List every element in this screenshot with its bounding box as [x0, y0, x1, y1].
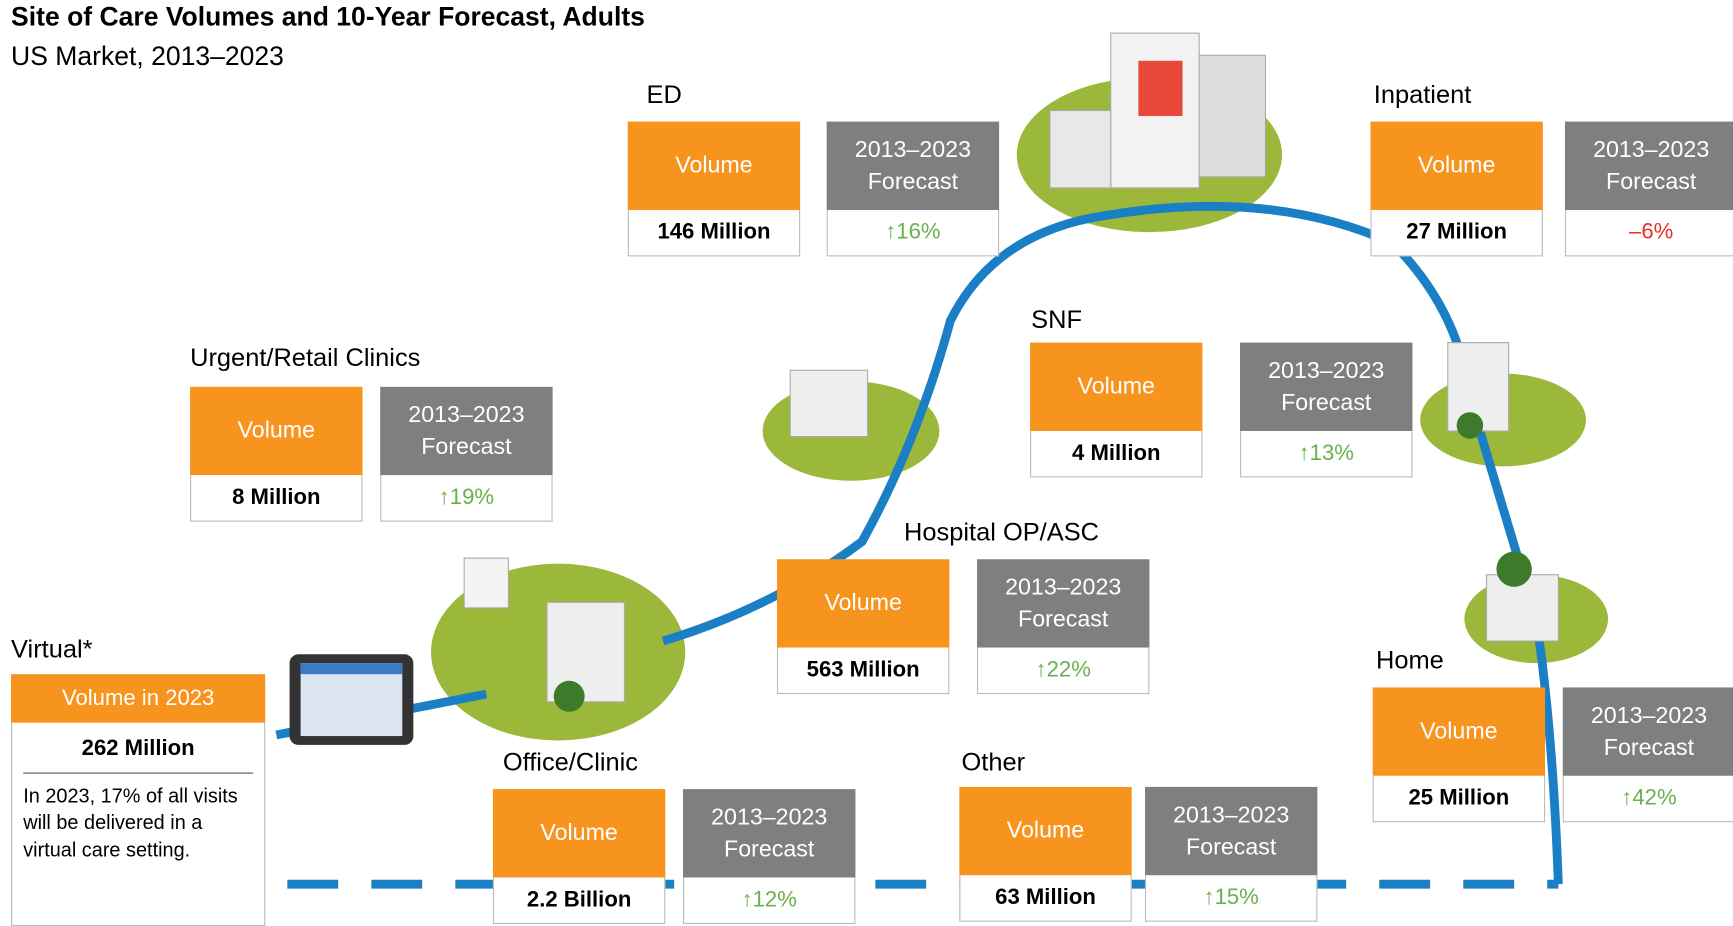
forecast-label: 2013–2023 Forecast	[683, 789, 856, 878]
forecast-value: –6%	[1564, 209, 1733, 257]
hospital-sign	[1138, 60, 1183, 117]
forecast-value: ↑19%	[380, 475, 553, 522]
tree	[553, 680, 585, 712]
forecast-label: 2013–2023 Forecast	[976, 559, 1150, 648]
volume-box: Volume 2.2 Billion	[492, 789, 666, 924]
subtitle: US Market, 2013–2023	[11, 41, 284, 72]
forecast-label: 2013–2023 Forecast	[1564, 121, 1733, 210]
volume-value: 563 Million	[776, 647, 950, 695]
volume-box: Volume 27 Million	[1370, 121, 1543, 257]
forecast-label: 2013–2023 Forecast	[826, 121, 1000, 210]
house	[1485, 574, 1559, 642]
volume-box: Volume 4 Million	[1030, 342, 1203, 478]
site-label: Other	[961, 747, 1026, 776]
forecast-box: 2013–2023 Forecast ↑42%	[1562, 687, 1733, 823]
forecast-box: 2013–2023 Forecast ↑19%	[380, 386, 553, 522]
forecast-box: 2013–2023 Forecast ↑22%	[976, 559, 1150, 695]
virtual-box: Volume in 2023 262 Million In 2023, 17% of…	[11, 674, 266, 926]
volume-box: Volume 146 Million	[627, 121, 801, 257]
volume-box: Volume 8 Million	[190, 386, 363, 522]
forecast-value: ↑22%	[976, 647, 1150, 695]
site-label: ED	[646, 79, 682, 109]
site-label: Virtual*	[11, 634, 93, 664]
forecast-box: 2013–2023 Forecast ↑16%	[826, 121, 1000, 257]
site-label: Urgent/Retail Clinics	[190, 342, 421, 372]
hospital-wing	[1049, 109, 1112, 189]
forecast-label: 2013–2023 Forecast	[380, 386, 553, 476]
volume-label: Volume	[627, 121, 801, 210]
tree	[1456, 412, 1484, 439]
tablet	[289, 654, 414, 745]
forecast-box: 2013–2023 Forecast ↑15%	[1144, 786, 1318, 922]
volume-box: Volume 563 Million	[776, 559, 950, 695]
forecast-value: ↑12%	[683, 877, 856, 924]
volume-value: 146 Million	[627, 209, 801, 257]
volume-label: Volume in 2023	[11, 674, 266, 723]
building	[789, 369, 869, 438]
title: Site of Care Volumes and 10-Year Forecas…	[11, 2, 645, 33]
volume-label: Volume	[959, 786, 1132, 876]
site-label: SNF	[1031, 305, 1082, 334]
forecast-label: 2013–2023 Forecast	[1144, 786, 1318, 876]
volume-label: Volume	[1030, 342, 1203, 432]
virtual-note: In 2023, 17% of all visits will be deliv…	[23, 784, 238, 861]
volume-label: Volume	[1370, 121, 1543, 210]
volume-label: Volume	[1372, 687, 1546, 776]
forecast-label: 2013–2023 Forecast	[1240, 342, 1413, 432]
site-label: Hospital OP/ASC	[904, 517, 1100, 546]
forecast-label: 2013–2023 Forecast	[1562, 687, 1733, 776]
volume-value: 25 Million	[1372, 775, 1546, 823]
volume-label: Volume	[776, 559, 950, 648]
forecast-value: ↑42%	[1562, 775, 1733, 823]
tree	[1496, 551, 1532, 587]
buildings	[463, 32, 1559, 712]
volume-value: 63 Million	[959, 875, 1132, 922]
volume-value: 262 Million	[23, 736, 254, 774]
forecast-value: ↑16%	[826, 209, 1000, 257]
volume-value: 27 Million	[1370, 209, 1543, 257]
forecast-value: ↑15%	[1144, 875, 1318, 922]
volume-value: 2.2 Billion	[492, 877, 666, 924]
building	[463, 557, 509, 609]
volume-label: Volume	[190, 386, 363, 476]
forecast-box: 2013–2023 Forecast ↑12%	[683, 789, 856, 924]
forecast-value: ↑13%	[1240, 431, 1413, 478]
tablet-header	[300, 663, 403, 675]
volume-box: Volume 25 Million	[1372, 687, 1546, 823]
hospital-wing	[1198, 54, 1267, 178]
tablet-screen	[300, 663, 403, 737]
virtual-body: 262 Million In 2023, 17% of all visits wi…	[11, 722, 266, 926]
forecast-box: 2013–2023 Forecast ↑13%	[1240, 342, 1413, 478]
site-label: Home	[1375, 645, 1444, 675]
site-label: Office/Clinic	[502, 747, 639, 776]
volume-box: Volume 63 Million	[959, 786, 1132, 922]
volume-value: 4 Million	[1030, 431, 1203, 478]
forecast-box: 2013–2023 Forecast –6%	[1564, 121, 1733, 257]
site-label: Inpatient	[1373, 79, 1472, 109]
volume-value: 8 Million	[190, 475, 363, 522]
volume-label: Volume	[492, 789, 666, 878]
